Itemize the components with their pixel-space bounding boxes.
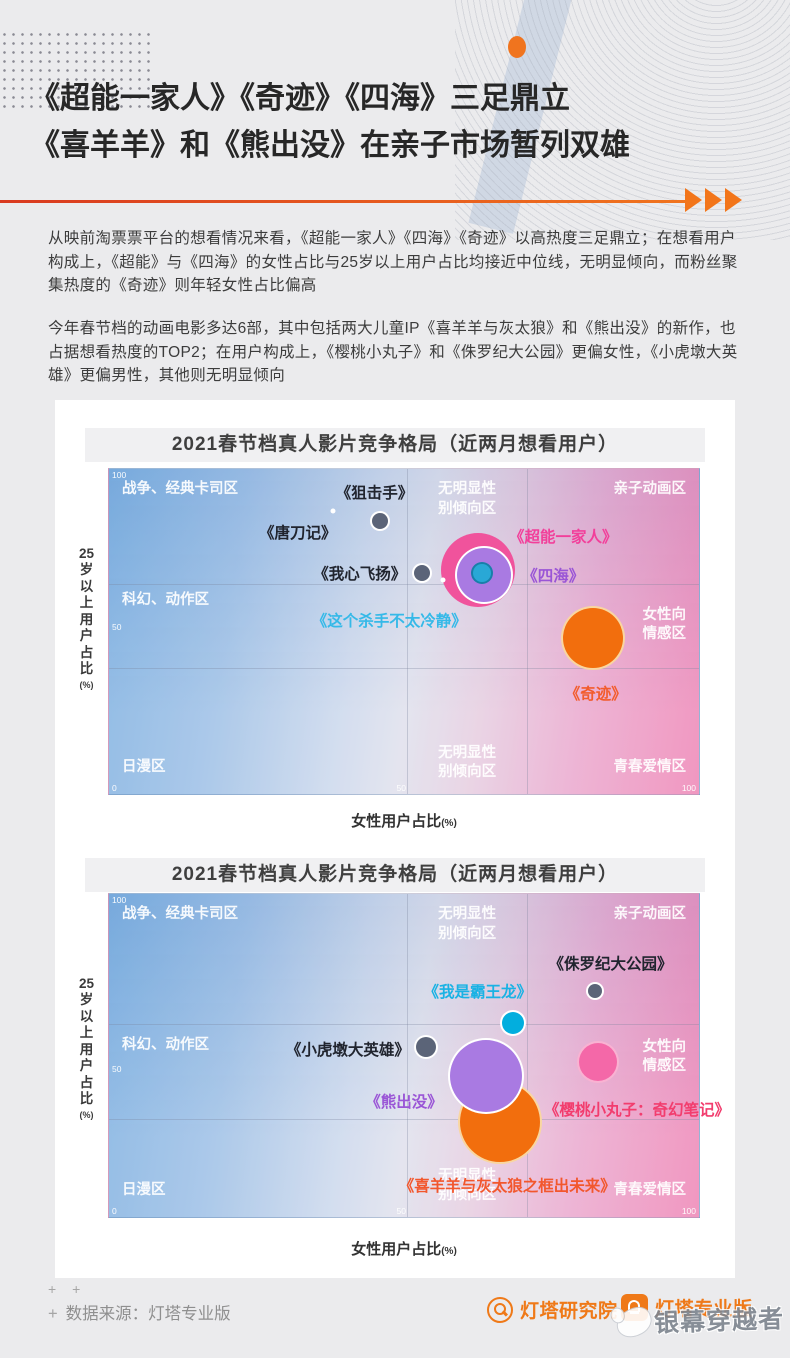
orange-dot-decoration: [508, 36, 526, 58]
movie-label: 《我是霸王龙》: [423, 983, 533, 1001]
lantern-magnifier-icon: [487, 1296, 513, 1323]
movie-bubble: [415, 1037, 436, 1058]
quadrant-region-label: 青春爱情区: [613, 759, 687, 776]
triple-arrow-icon: [682, 188, 742, 212]
axis-tick-label: 100: [112, 470, 127, 480]
movie-bubble: [579, 1042, 618, 1081]
dot-grid-decoration: [0, 30, 150, 112]
axis-tick-label: 50: [112, 622, 122, 633]
page-title-line2: 《喜羊羊》和《熊出没》在亲子市场暂列双雄: [30, 128, 630, 162]
footer-plus-decoration: +: [48, 1305, 58, 1323]
intro-paragraph-2: 今年春节档的动画电影多达6部，其中包括两大儿童IP《喜羊羊与灰太狼》和《熊出没》…: [48, 320, 738, 385]
page-title: 《超能一家人》《奇迹》《四海》三足鼎立 《喜羊羊》和《熊出没》在亲子市场暂列双雄: [30, 76, 770, 169]
quadrant-region-label: 无明显性 别倾向区: [438, 481, 497, 517]
movie-bubble: [450, 1040, 522, 1113]
movie-bubble: [413, 565, 430, 581]
movie-bubble: [562, 608, 623, 668]
movie-bubble: [372, 513, 389, 529]
grid-line-horizontal: [109, 1024, 699, 1026]
movie-label: 《小虎墩大英雄》: [285, 1042, 410, 1060]
axis-tick-label: 100: [681, 1205, 696, 1216]
quadrant-region-label: 科幻、动作区: [121, 1037, 209, 1054]
intro-paragraph-1: 从映前淘票票平台的想看情况来看，《超能一家人》《四海》《奇迹》以高热度三足鼎立；…: [48, 230, 738, 295]
beacon-research-logo: 灯塔研究院: [487, 1296, 618, 1323]
divider-line: [0, 200, 686, 203]
watermark-text: 银幕穿越者: [653, 1305, 785, 1338]
movie-label: 《我心飞扬》: [313, 566, 407, 583]
grid-line-horizontal: [109, 584, 699, 586]
quadrant-region-label: 青春爱情区: [613, 1182, 687, 1199]
chart1-plot: 战争、经典卡司区 无明显性 别倾向区 亲子动画区 科幻、动作区 女性向 情感区 日漫区 无明…: [108, 468, 700, 795]
movie-bubble: [472, 564, 491, 582]
axis-tick-label: 100: [681, 782, 696, 793]
beacon-pro-label: 灯塔专业版: [655, 1299, 753, 1320]
chart2-title: 2021春节档真人影片竞争格局（近两月想看用户）: [85, 858, 705, 892]
axis-tick-label: 100: [112, 895, 127, 905]
chart1-title: 2021春节档真人影片竞争格局（近两月想看用户）: [85, 428, 705, 462]
grid-line-horizontal: [109, 667, 699, 669]
chart1-x-axis-label: 女性用户占比(%): [351, 813, 457, 830]
movie-label: 《侏罗纪大公园》: [548, 956, 673, 974]
data-source-text: 数据来源：灯塔专业版: [65, 1305, 231, 1323]
axis-tick-label: 50: [396, 782, 406, 793]
grid-line-vertical: [406, 469, 408, 794]
beacon-research-label: 灯塔研究院: [520, 1301, 618, 1322]
movie-label: 《狙击手》: [335, 484, 414, 502]
watermark: 银幕穿越者: [612, 1299, 785, 1342]
quadrant-region-label: 日漫区: [121, 1182, 166, 1199]
movie-label: 《喜羊羊与灰太狼之框出未来》: [398, 1177, 616, 1195]
grid-line-horizontal: [109, 1119, 699, 1121]
quadrant-region-label: 战争、经典卡司区: [121, 481, 238, 498]
chart2-y-axis-label: 25 岁以上用户占比 (%): [79, 976, 95, 1120]
movie-label: 《超能一家人》: [509, 528, 618, 546]
data-source-note: + 数据来源：灯塔专业版: [48, 1300, 231, 1324]
axis-tick-label: 0: [112, 782, 117, 793]
page-title-line1: 《超能一家人》《奇迹》《四海》三足鼎立: [30, 82, 570, 115]
movie-label: 《四海》: [522, 567, 585, 585]
grid-line-vertical: [527, 894, 529, 1217]
movie-label: 《熊出没》: [365, 1093, 443, 1111]
movie-bubble: [330, 508, 336, 514]
chart1-y-axis-label: 25 岁以上用户占比 (%): [79, 546, 95, 690]
quadrant-region-label: 亲子动画区: [613, 481, 687, 498]
charts-card: 2021春节档真人影片竞争格局（近两月想看用户） 25 岁以上用户占比 (%) 战争…: [55, 400, 735, 1278]
axis-tick-label: 0: [112, 1205, 117, 1216]
movie-label: 《奇迹》: [564, 686, 627, 704]
movie-label: 《唐刀记》: [259, 525, 337, 543]
quadrant-region-label: 日漫区: [121, 759, 166, 776]
quadrant-region-label: 亲子动画区: [613, 906, 687, 923]
quadrant-region-label: 无明显性 别倾向区: [438, 744, 497, 781]
grid-line-vertical: [406, 894, 408, 1217]
quadrant-region-label: 科幻、动作区: [121, 591, 209, 608]
movie-bubble: [588, 983, 603, 998]
movie-label: 《樱桃小丸子：奇幻笔记》: [544, 1101, 731, 1119]
grid-line-vertical: [527, 469, 529, 794]
movie-bubble: [440, 577, 446, 583]
quadrant-region-label: 战争、经典卡司区: [121, 906, 238, 923]
axis-tick-label: 50: [396, 1205, 406, 1216]
chart2-x-axis-label: 女性用户占比(%): [351, 1241, 457, 1258]
movie-bubble: [501, 1012, 524, 1035]
footer-plus-decoration: + +: [48, 1281, 87, 1297]
hand-icon: [612, 1302, 656, 1342]
movie-label: 《这个杀手不太冷静》: [311, 613, 467, 631]
quadrant-region-label: 无明显性 别倾向区: [438, 906, 497, 942]
quadrant-region-label: 女性向 情感区: [642, 1038, 687, 1075]
quadrant-region-label: 无明显性 别倾向区: [438, 1167, 497, 1204]
quadrant-region-label: 女性向 情感区: [642, 606, 687, 643]
chart2-plot: 战争、经典卡司区 无明显性 别倾向区 亲子动画区 科幻、动作区 女性向 情感区 日漫区 无明…: [108, 893, 730, 1218]
axis-tick-label: 50: [112, 1064, 122, 1075]
